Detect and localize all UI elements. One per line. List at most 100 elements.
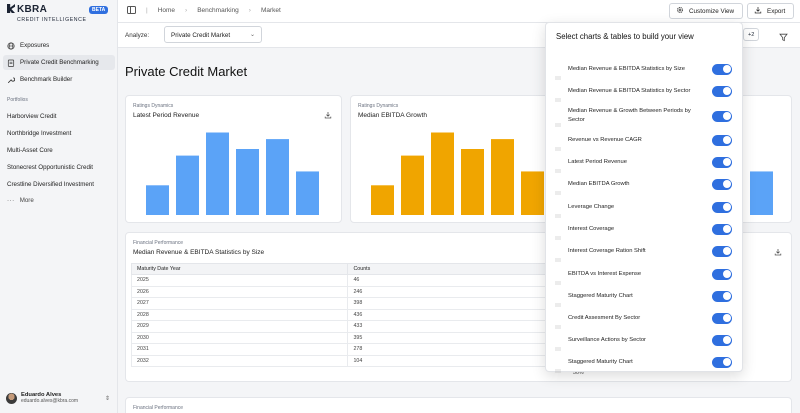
drag-handle-icon[interactable]: [555, 67, 561, 80]
chart-bar[interactable]: [236, 149, 259, 215]
drag-handle-icon[interactable]: [555, 272, 561, 285]
drag-handle-icon[interactable]: [555, 114, 561, 127]
popover-title: Select charts & tables to build your vie…: [556, 32, 694, 41]
chart-bar[interactable]: [176, 155, 199, 215]
maturity-year-cell: 2031: [130, 343, 349, 356]
drag-handle-icon[interactable]: [555, 249, 561, 262]
sidebar-item-portfolio[interactable]: Multi-Asset Core: [7, 147, 53, 154]
download-icon[interactable]: [774, 243, 782, 261]
bottom-card: Financial Performance: [125, 397, 792, 413]
chart-option-row[interactable]: Revenue vs Revenue CAGR: [546, 134, 744, 151]
chart-option-row[interactable]: Median Revenue & EBITDA Statistics by Se…: [546, 85, 744, 102]
chart-option-toggle[interactable]: [712, 223, 732, 235]
chart-option-label: Median Revenue & Growth Between Periods …: [568, 108, 691, 123]
sidebar-item-portfolio[interactable]: Northbridge Investment: [7, 130, 72, 137]
table-row: 2029 433: [130, 320, 561, 333]
drag-handle-icon[interactable]: [555, 182, 561, 195]
chart-option-toggle[interactable]: [712, 134, 732, 146]
clipboard-icon: [7, 59, 15, 67]
sidebar-item-portfolio[interactable]: Harborview Credit: [7, 113, 57, 120]
chart-option-toggle[interactable]: [712, 156, 732, 168]
drag-handle-icon[interactable]: [555, 138, 561, 151]
drag-handle-icon[interactable]: [555, 227, 561, 240]
chart-option-label: Interest Coverage Ration Shift: [568, 248, 646, 254]
user-menu[interactable]: Eduardo Alves eduardo.alves@kbra.com ⇕: [3, 387, 115, 409]
more-label: More: [19, 197, 34, 204]
chart-bar[interactable]: [750, 171, 773, 215]
chart-option-row[interactable]: Leverage Change: [546, 201, 744, 218]
chart-option-toggle[interactable]: [712, 63, 732, 75]
sidebar-toggle-icon[interactable]: [127, 6, 136, 14]
card-eyebrow: Financial Performance: [133, 405, 184, 411]
drag-handle-icon[interactable]: [555, 160, 561, 173]
sidebar-item-portfolio[interactable]: Crestline Diversified Investment: [7, 181, 94, 188]
chart-option-row[interactable]: Surveillance Actions by Sector: [546, 334, 744, 351]
chart-option-toggle[interactable]: [712, 245, 732, 257]
beta-badge: BETA: [89, 6, 109, 14]
drag-handle-icon[interactable]: [555, 89, 561, 102]
chart-option-toggle[interactable]: [712, 85, 732, 97]
chart-bar[interactable]: [461, 149, 484, 215]
sidebar-item-portfolio[interactable]: Stonecrest Opportunistic Credit: [7, 164, 93, 171]
breadcrumb-home[interactable]: Home: [157, 7, 176, 14]
card-title: Latest Period Revenue: [133, 112, 200, 119]
breadcrumb-separator: |: [146, 7, 148, 14]
analyze-select[interactable]: Private Credit Market ⌄: [164, 26, 262, 43]
sidebar-item-benchmark-builder[interactable]: Benchmark Builder: [3, 72, 115, 87]
chart-option-row[interactable]: EBITDA vs Interest Expense: [546, 268, 744, 285]
chart-bar[interactable]: [206, 132, 229, 216]
chart-option-toggle[interactable]: [712, 178, 732, 190]
download-icon[interactable]: [774, 408, 782, 413]
export-button[interactable]: Export: [747, 3, 794, 19]
chart-option-label: Leverage Change: [568, 204, 615, 210]
more-filters-chip[interactable]: +2: [743, 28, 760, 41]
chart-bar[interactable]: [371, 185, 394, 215]
drag-handle-icon[interactable]: [555, 294, 561, 307]
column-header[interactable]: Counts: [347, 263, 561, 275]
maturity-year-cell: 2027: [130, 297, 349, 310]
chart-option-row[interactable]: Latest Period Revenue: [546, 156, 744, 173]
median-ebitda-growth-chart: [371, 132, 544, 216]
chart-option-toggle[interactable]: [712, 268, 732, 280]
chart-option-row[interactable]: Median Revenue & EBITDA Statistics by Si…: [546, 63, 744, 80]
chart-bar[interactable]: [401, 155, 424, 215]
filter-icon[interactable]: [779, 29, 788, 47]
chart-option-row[interactable]: Credit Assesment By Sector: [546, 312, 744, 329]
sidebar-item-private-credit-benchmarking[interactable]: Private Credit Benchmarking: [3, 55, 115, 70]
chart-bar[interactable]: [296, 171, 319, 215]
chart-option-row[interactable]: Interest Coverage Ration Shift: [546, 245, 744, 262]
chart-option-row[interactable]: Median Revenue & Growth Between Periods …: [546, 108, 744, 127]
table-row: 2027 398: [130, 297, 561, 310]
brand[interactable]: KBRA CREDIT INTELLIGENCE BETA: [7, 4, 111, 24]
chart-option-row[interactable]: Interest Coverage: [546, 223, 744, 240]
drag-handle-icon[interactable]: [555, 316, 561, 329]
customize-view-button[interactable]: Customize View: [669, 3, 743, 19]
chart-option-row[interactable]: Median EBITDA Growth: [546, 178, 744, 195]
chart-option-toggle[interactable]: [712, 334, 732, 346]
chart-option-toggle[interactable]: [712, 356, 732, 368]
sidebar-more[interactable]: ··· More: [3, 193, 115, 208]
more-dots-icon: ···: [7, 197, 15, 204]
chart-bar[interactable]: [491, 139, 514, 215]
download-icon[interactable]: [324, 106, 332, 124]
sidebar-item-exposures[interactable]: Exposures: [3, 38, 115, 53]
chart-bar[interactable]: [431, 132, 454, 216]
chart-option-row[interactable]: Staggered Maturity Chart: [546, 356, 744, 373]
chart-bar[interactable]: [521, 171, 544, 215]
count-cell: 246: [347, 285, 561, 298]
column-header[interactable]: Maturity Date Year: [130, 263, 349, 275]
chart-option-toggle[interactable]: [712, 201, 732, 213]
partial-cell: 50%: [573, 370, 584, 376]
chart-option-toggle[interactable]: [712, 110, 732, 122]
stats-table-wrap: Maturity Date Year Counts 2025 46 2026 246 2…: [130, 263, 561, 367]
maturity-year-cell: 2029: [130, 320, 349, 333]
chart-option-row[interactable]: Staggered Maturity Chart: [546, 290, 744, 307]
chart-option-toggle[interactable]: [712, 290, 732, 302]
drag-handle-icon[interactable]: [555, 360, 561, 373]
chart-bar[interactable]: [266, 139, 289, 215]
chart-option-toggle[interactable]: [712, 312, 732, 324]
drag-handle-icon[interactable]: [555, 338, 561, 351]
drag-handle-icon[interactable]: [555, 205, 561, 218]
chart-bar[interactable]: [146, 185, 169, 215]
breadcrumb-benchmarking[interactable]: Benchmarking: [197, 7, 239, 14]
